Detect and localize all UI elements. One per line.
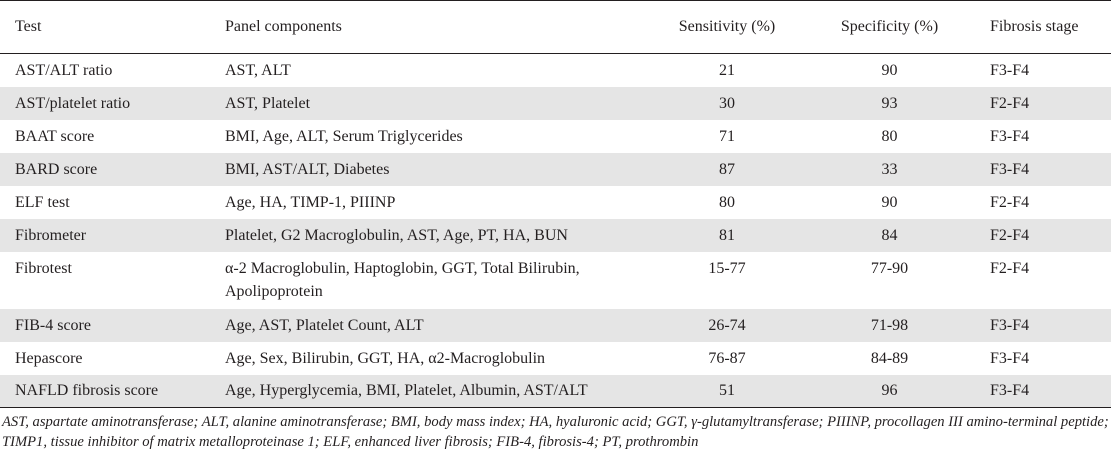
cell-test: NAFLD fibrosis score [0, 374, 210, 408]
header-panel-components: Panel components [210, 0, 650, 54]
cell-specificity: 90 [881, 61, 898, 79]
cell-test: Fibrotest [15, 259, 72, 277]
cell-sensitivity: 15-77 [708, 259, 746, 277]
cell-specificity: 90 [881, 193, 898, 211]
cell-stage: F3-F4 [990, 316, 1030, 334]
fibrosis-tests-table: Test Panel components Sensitivity (%) Sp… [0, 0, 1111, 408]
cell-stage: F3-F4 [990, 127, 1030, 145]
cell-panel: Age, AST, Platelet Count, ALT [225, 316, 424, 334]
cell-panel: α-2 Macroglobulin, Haptoglobin, GGT, Tot… [225, 259, 580, 300]
table-row: Hepascore Age, Sex, Bilirubin, GGT, HA, … [0, 342, 1111, 375]
table-body: AST/ALT ratio AST, ALT 21 90 F3-F4 AST/p… [0, 54, 1111, 408]
cell-specificity: 96 [804, 374, 975, 408]
header-specificity: Specificity (%) [804, 0, 975, 54]
table-row: ELF test Age, HA, TIMP-1, PIIINP 80 90 F… [0, 186, 1111, 219]
cell-sensitivity: 81 [719, 226, 735, 244]
cell-stage: F3-F4 [975, 374, 1111, 408]
table-row: NAFLD fibrosis score Age, Hyperglycemia,… [0, 374, 1111, 408]
cell-specificity: 77-90 [870, 259, 909, 277]
cell-specificity: 84-89 [870, 349, 909, 367]
cell-sensitivity: 26-74 [708, 316, 746, 334]
cell-test: AST/platelet ratio [15, 94, 131, 112]
cell-specificity: 71-98 [870, 316, 909, 334]
table-row: BAAT score BMI, Age, ALT, Serum Triglyce… [0, 120, 1111, 153]
cell-sensitivity: 21 [719, 61, 735, 79]
cell-stage: F2-F4 [990, 259, 1030, 277]
cell-sensitivity: 80 [719, 193, 735, 211]
header-fibrosis-stage: Fibrosis stage [975, 0, 1111, 54]
header-test: Test [0, 0, 210, 54]
cell-test: BARD score [15, 160, 98, 178]
cell-specificity: 84 [881, 226, 898, 244]
cell-panel: Age, Hyperglycemia, BMI, Platelet, Album… [210, 374, 650, 408]
cell-stage: F2-F4 [990, 193, 1030, 211]
cell-test: ELF test [15, 193, 70, 211]
cell-panel: BMI, Age, ALT, Serum Triglycerides [225, 127, 463, 145]
table-row: FIB-4 score Age, AST, Platelet Count, AL… [0, 308, 1111, 342]
header-sensitivity: Sensitivity (%) [650, 0, 804, 54]
table-row: AST/platelet ratio AST, Platelet 30 93 F… [0, 86, 1111, 120]
cell-test: Fibrometer [15, 226, 87, 244]
table-row: Fibrotest α-2 Macroglobulin, Haptoglobin… [0, 252, 1111, 309]
cell-sensitivity: 87 [719, 160, 735, 178]
cell-sensitivity: 51 [650, 374, 804, 408]
cell-test: FIB-4 score [15, 316, 91, 334]
cell-specificity: 93 [881, 94, 898, 112]
header-row: Test Panel components Sensitivity (%) Sp… [0, 0, 1111, 54]
cell-test: AST/ALT ratio [15, 61, 113, 79]
table-row: AST/ALT ratio AST, ALT 21 90 F3-F4 [0, 54, 1111, 87]
cell-sensitivity: 71 [719, 127, 735, 145]
cell-sensitivity: 76-87 [708, 349, 746, 367]
cell-panel: Age, Sex, Bilirubin, GGT, HA, α2-Macrogl… [225, 349, 546, 367]
cell-test: Hepascore [15, 349, 83, 367]
cell-panel: AST, Platelet [225, 94, 311, 112]
cell-panel: AST, ALT [225, 61, 291, 79]
cell-stage: F2-F4 [990, 226, 1030, 244]
table-header: Test Panel components Sensitivity (%) Sp… [0, 0, 1111, 54]
cell-stage: F3-F4 [990, 160, 1030, 178]
cell-specificity: 33 [881, 160, 898, 178]
table-row: BARD score BMI, AST/ALT, Diabetes 87 33 … [0, 152, 1111, 186]
table-row: Fibrometer Platelet, G2 Macroglobulin, A… [0, 218, 1111, 252]
cell-panel: Age, HA, TIMP-1, PIIINP [225, 193, 396, 211]
cell-stage: F3-F4 [990, 61, 1030, 79]
cell-panel: BMI, AST/ALT, Diabetes [225, 160, 390, 178]
cell-stage: F2-F4 [990, 94, 1030, 112]
cell-panel: Platelet, G2 Macroglobulin, AST, Age, PT… [225, 226, 568, 244]
table-footnote: AST, aspartate aminotransferase; ALT, al… [2, 414, 1109, 450]
cell-test: BAAT score [15, 127, 95, 145]
cell-stage: F3-F4 [990, 349, 1030, 367]
cell-sensitivity: 30 [719, 94, 735, 112]
cell-specificity: 80 [881, 127, 898, 145]
